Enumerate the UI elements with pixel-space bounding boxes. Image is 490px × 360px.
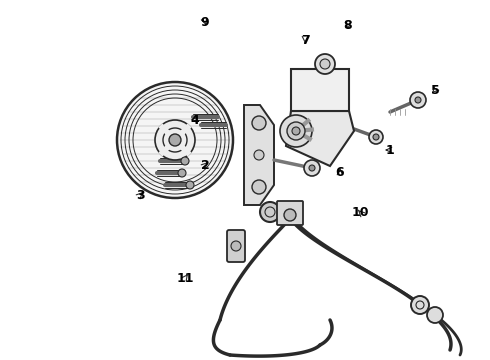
Circle shape [373, 134, 379, 140]
Circle shape [280, 115, 312, 147]
Polygon shape [286, 111, 354, 166]
Text: 1: 1 [386, 144, 394, 157]
Circle shape [315, 54, 335, 74]
Circle shape [320, 59, 330, 69]
Circle shape [415, 97, 421, 103]
Circle shape [231, 241, 241, 251]
Text: 8: 8 [343, 18, 352, 32]
Text: 4: 4 [191, 113, 199, 126]
Text: 10: 10 [351, 206, 369, 219]
Circle shape [287, 122, 305, 140]
Text: 5: 5 [431, 84, 440, 96]
Circle shape [181, 157, 189, 165]
Text: 11: 11 [176, 271, 194, 284]
FancyBboxPatch shape [291, 69, 349, 111]
FancyBboxPatch shape [277, 201, 303, 225]
Circle shape [304, 160, 320, 176]
Polygon shape [244, 105, 274, 205]
Text: 3: 3 [136, 189, 145, 202]
Text: 2: 2 [200, 158, 209, 171]
Circle shape [169, 134, 181, 146]
Circle shape [411, 296, 429, 314]
Circle shape [410, 92, 426, 108]
Circle shape [427, 307, 443, 323]
Circle shape [252, 116, 266, 130]
Text: 7: 7 [301, 33, 309, 46]
Circle shape [292, 127, 300, 135]
Circle shape [155, 120, 195, 160]
Text: 6: 6 [336, 166, 344, 179]
Circle shape [178, 169, 186, 177]
Circle shape [309, 165, 315, 171]
Circle shape [186, 181, 194, 189]
Circle shape [284, 209, 296, 221]
Circle shape [369, 130, 383, 144]
Circle shape [117, 82, 233, 198]
FancyBboxPatch shape [227, 230, 245, 262]
Circle shape [254, 150, 264, 160]
Circle shape [252, 180, 266, 194]
Text: 9: 9 [201, 15, 209, 28]
Circle shape [260, 202, 280, 222]
